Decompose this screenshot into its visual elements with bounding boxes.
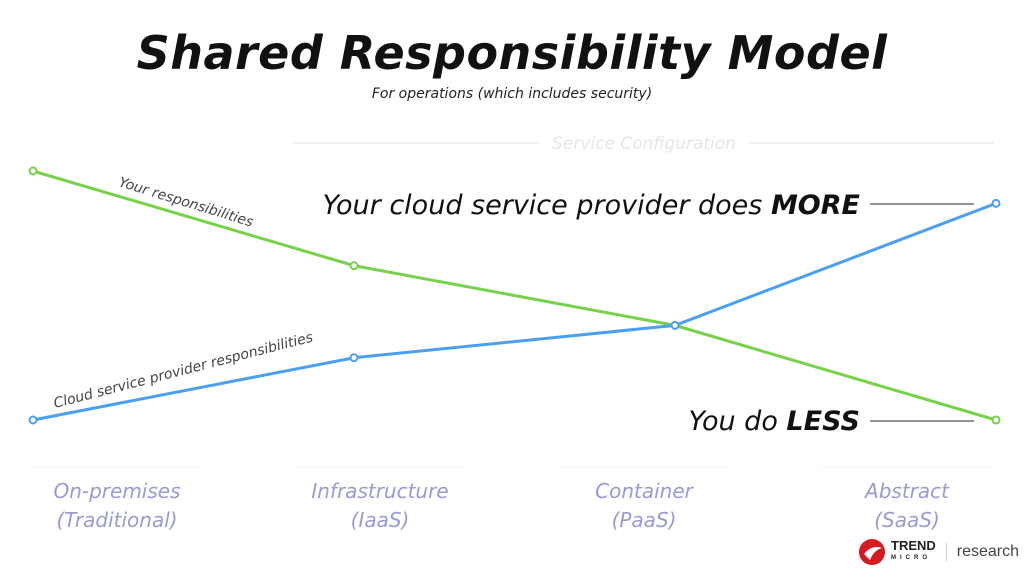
series-line-1 xyxy=(32,201,997,422)
research-text: research xyxy=(945,543,1019,561)
category-label: Abstract xyxy=(865,479,949,503)
category-sublabel: (PaaS) xyxy=(611,508,677,532)
brand-text: TREND MICRO xyxy=(891,538,936,564)
series-line-0 xyxy=(32,169,997,422)
category-infrastructure: Infrastructure (IaaS) xyxy=(270,477,490,535)
series-label-provider: Cloud service provider responsibilities xyxy=(52,329,315,411)
series-1-point xyxy=(349,353,359,363)
category-abstract: Abstract (SaaS) xyxy=(797,477,1017,535)
subtitle: For operations (which includes security) xyxy=(371,86,653,102)
trend-micro-research-logo: TREND MICRO research xyxy=(858,538,1019,566)
category-sublabel: (SaaS) xyxy=(874,508,940,532)
category-sublabel: (IaaS) xyxy=(350,508,410,532)
brand-sub: MICRO xyxy=(891,555,931,561)
series-1-point xyxy=(28,415,38,425)
series-1-point xyxy=(991,198,1001,208)
page-title: Shared Responsibility Model xyxy=(136,26,888,80)
trend-micro-logo-icon xyxy=(859,539,885,565)
category-header: Service Configuration xyxy=(552,134,736,154)
series-0-point xyxy=(28,166,38,176)
category-label: Infrastructure xyxy=(311,479,449,503)
category-label: On-premises xyxy=(53,479,181,503)
category-container: Container (PaaS) xyxy=(534,477,754,535)
annotation-less: You do LESS xyxy=(688,406,860,437)
category-sublabel: (Traditional) xyxy=(56,508,178,532)
series-0-point xyxy=(991,415,1001,425)
category-label: Container xyxy=(595,479,693,503)
category-on-premises: On-premises (Traditional) xyxy=(7,477,227,535)
brand-name: TREND xyxy=(891,538,936,553)
annotation-more: Your cloud service provider does MORE xyxy=(323,190,861,221)
series-1-point xyxy=(670,320,680,330)
annotation-less-bold: LESS xyxy=(786,406,860,437)
annotation-more-bold: MORE xyxy=(771,190,861,221)
series-0-point xyxy=(349,261,359,271)
annotation-more-text: Your cloud service provider does xyxy=(323,190,771,221)
annotation-less-text: You do xyxy=(688,406,786,437)
